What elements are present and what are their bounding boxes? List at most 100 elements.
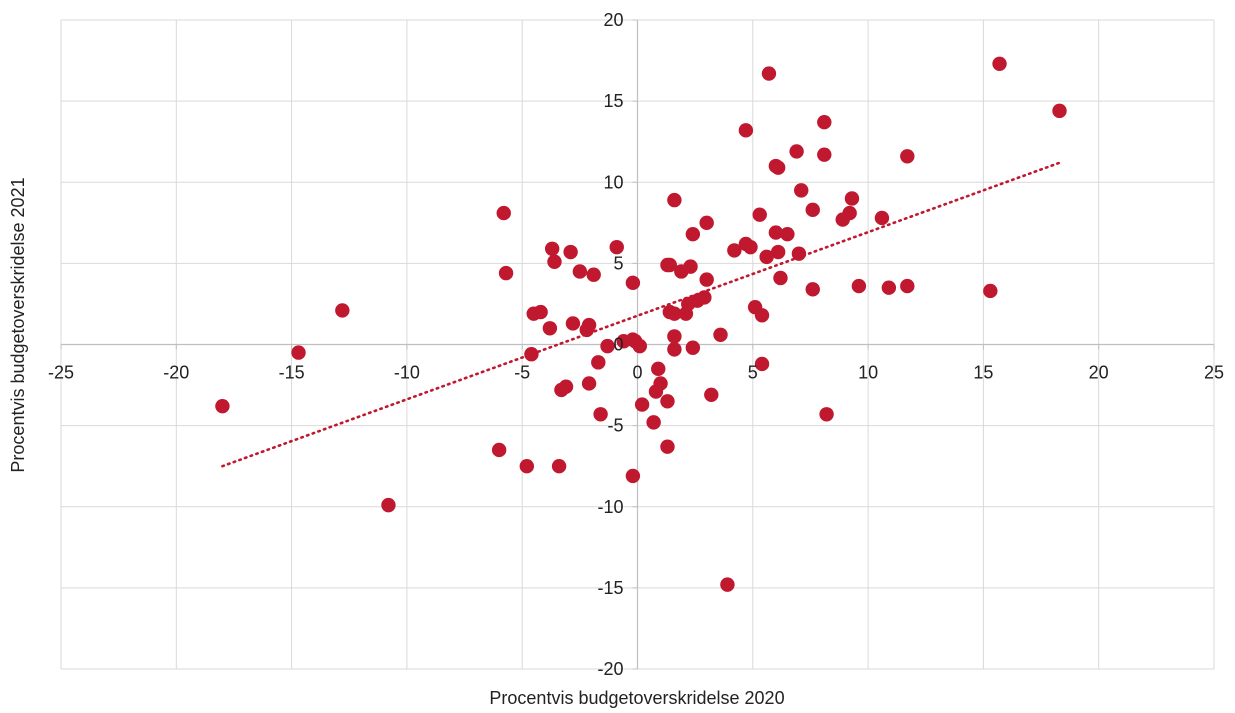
- y-tick-label: 15: [603, 91, 623, 111]
- data-point: [752, 207, 767, 222]
- x-tick-label: -5: [514, 363, 530, 383]
- y-axis-title: Procentvis budgetoverskridelse 2021: [8, 177, 28, 472]
- data-point: [805, 282, 820, 297]
- data-point: [660, 439, 675, 454]
- data-point: [381, 497, 396, 513]
- data-point: [496, 205, 511, 221]
- data-point: [851, 278, 867, 294]
- x-tick-label: -15: [279, 363, 305, 383]
- data-point: [625, 275, 641, 291]
- data-point: [727, 243, 742, 258]
- tick-labels: -25 -20 -15 -10 -5 0 5 10 15 20 25 20 15 10 5 0 -5 -10 -15…: [48, 10, 1224, 679]
- x-tick-label: 15: [973, 363, 993, 383]
- data-point: [699, 215, 714, 231]
- data-point: [770, 244, 786, 260]
- data-point: [699, 272, 714, 287]
- data-point: [819, 407, 834, 422]
- y-tick-label: 10: [603, 172, 623, 192]
- x-tick-label: 10: [858, 363, 878, 383]
- data-point: [565, 316, 581, 331]
- data-point: [581, 376, 597, 391]
- data-point: [648, 384, 664, 399]
- data-point: [600, 338, 615, 354]
- data-point: [519, 458, 535, 474]
- x-tick-label: -20: [163, 363, 189, 383]
- data-point: [992, 56, 1007, 72]
- data-point: [881, 280, 897, 295]
- data-point: [773, 270, 788, 286]
- data-point: [215, 398, 230, 414]
- data-point: [632, 338, 648, 354]
- data-point: [789, 144, 804, 159]
- data-point: [983, 283, 998, 299]
- data-point: [674, 264, 689, 279]
- y-tick-label: -20: [597, 659, 623, 679]
- x-axis-title: Procentvis budgetoverskridelse 2020: [489, 688, 784, 708]
- data-point: [335, 303, 350, 318]
- x-tick-label: 25: [1204, 363, 1224, 383]
- x-tick-label: 5: [748, 363, 758, 383]
- data-point: [900, 278, 915, 294]
- data-point: [524, 347, 539, 362]
- x-tick-label: -25: [48, 363, 74, 383]
- y-tick-label: -5: [607, 416, 623, 436]
- data-point: [651, 361, 666, 377]
- x-tick-label: 20: [1089, 363, 1109, 383]
- x-tick-label: -10: [394, 363, 420, 383]
- data-point: [754, 308, 770, 323]
- y-tick-label: 20: [603, 10, 623, 30]
- data-point: [591, 355, 606, 370]
- data-point: [646, 415, 661, 430]
- data-point: [759, 249, 774, 265]
- data-point: [572, 264, 588, 279]
- data-point: [660, 394, 675, 409]
- data-point: [544, 241, 560, 256]
- data-point: [563, 244, 578, 260]
- data-point: [704, 387, 719, 402]
- data-point: [844, 191, 860, 206]
- data-point: [754, 356, 770, 372]
- x-tick-label: 0: [632, 363, 642, 383]
- data-point: [609, 239, 624, 255]
- data-point: [542, 321, 558, 336]
- data-point: [667, 306, 682, 321]
- data-point: [713, 327, 728, 342]
- data-point: [586, 267, 601, 282]
- data-point: [780, 226, 795, 242]
- data-point: [667, 329, 682, 344]
- data-point: [900, 149, 915, 164]
- data-point: [625, 468, 641, 484]
- data-point: [291, 345, 306, 360]
- data-point: [794, 183, 809, 198]
- trendline: [221, 161, 1061, 468]
- data-point: [1052, 103, 1067, 119]
- data-point: [593, 407, 608, 422]
- data-point: [685, 226, 701, 242]
- data-point: [526, 306, 541, 321]
- data-point: [738, 123, 754, 138]
- y-tick-label: 5: [613, 253, 623, 273]
- data-point: [491, 442, 507, 458]
- data-point: [662, 257, 677, 273]
- data-point: [791, 246, 807, 261]
- y-tick-label: -10: [597, 497, 623, 517]
- trendline-group: [221, 161, 1061, 468]
- data-point: [678, 306, 694, 321]
- data-point: [817, 115, 832, 130]
- data-points: [215, 56, 1067, 592]
- data-point: [720, 577, 735, 592]
- data-point: [817, 147, 832, 162]
- data-point: [547, 254, 562, 269]
- y-tick-label: -15: [597, 578, 623, 598]
- data-point: [770, 160, 786, 175]
- data-point: [874, 210, 890, 226]
- data-point: [667, 192, 682, 208]
- data-point: [743, 239, 758, 255]
- y-tick-label: 0: [613, 335, 623, 355]
- data-point: [554, 382, 569, 398]
- data-point: [551, 458, 567, 474]
- data-point: [634, 397, 650, 412]
- data-point: [685, 340, 701, 355]
- data-point: [761, 66, 777, 81]
